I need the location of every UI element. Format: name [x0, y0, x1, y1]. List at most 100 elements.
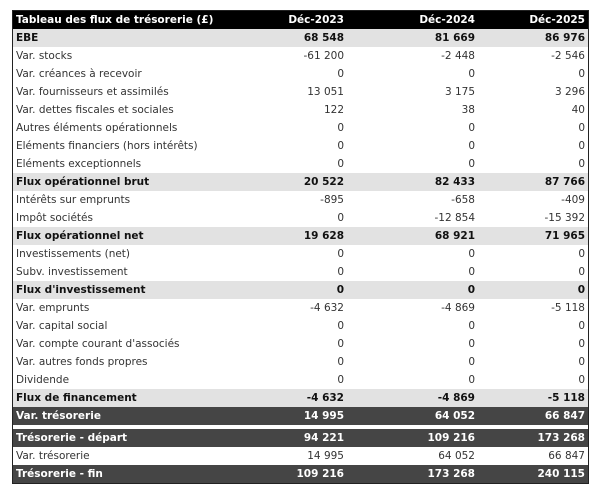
cell-value: 0 — [578, 68, 585, 80]
cell-value: -4 632 — [306, 392, 344, 404]
cell-value: 0 — [578, 338, 585, 350]
cell-value: 0 — [337, 266, 344, 278]
cell-value: 173 268 — [537, 432, 586, 444]
row-label: Var. emprunts — [16, 302, 90, 314]
row-label: Intérêts sur emprunts — [16, 194, 131, 206]
table-row: Var. dettes fiscales et sociales 122 38 40 — [13, 101, 588, 119]
row-label: Var. trésorerie — [16, 410, 101, 422]
cell-value: -12 854 — [434, 212, 475, 224]
cell-value: 94 221 — [303, 432, 344, 444]
cell-value: 0 — [578, 320, 585, 332]
row-label: Subv. investissement — [16, 266, 128, 278]
cell-value: -658 — [451, 194, 475, 206]
table-row: Var. stocks -61 200 -2 448 -2 546 — [13, 47, 588, 65]
cell-value: -4 632 — [310, 302, 344, 314]
cell-value: 0 — [468, 248, 475, 260]
column-header: Déc-2025 — [529, 14, 585, 26]
table-title: Tableau des flux de trésorerie (£) — [16, 14, 214, 26]
cell-value: 109 216 — [427, 432, 476, 444]
cell-value: -4 869 — [437, 392, 475, 404]
cell-value: 19 628 — [303, 230, 344, 242]
cell-value: 0 — [337, 68, 344, 80]
cell-value: 0 — [468, 374, 475, 386]
row-label: Flux de financement — [16, 392, 137, 404]
cell-value: 20 522 — [303, 176, 344, 188]
cell-value: 81 669 — [434, 32, 475, 44]
table-row: Flux d'investissement 0 0 0 — [13, 281, 588, 299]
cell-value: 86 976 — [544, 32, 585, 44]
cell-value: 0 — [578, 266, 585, 278]
row-label: Flux d'investissement — [16, 284, 146, 296]
cell-value: -2 546 — [551, 50, 585, 62]
cell-value: 0 — [337, 122, 344, 134]
table-row: EBE 68 548 81 669 86 976 — [13, 29, 588, 47]
cell-value: 0 — [337, 140, 344, 152]
cell-value: 0 — [337, 248, 344, 260]
cell-value: -2 448 — [441, 50, 475, 62]
table-row: Flux de financement -4 632 -4 869 -5 118 — [13, 389, 588, 407]
row-label: EBE — [16, 32, 39, 44]
row-label: Flux opérationnel net — [16, 230, 144, 242]
cell-value: 87 766 — [544, 176, 585, 188]
cell-value: 0 — [337, 158, 344, 170]
table-row: Var. emprunts -4 632 -4 869 -5 118 — [13, 299, 588, 317]
table-row: Var. capital social 0 0 0 — [13, 317, 588, 335]
table-row: Eléments financiers (hors intérêts) 0 0 0 — [13, 137, 588, 155]
row-label: Flux opérationnel brut — [16, 176, 150, 188]
row-label: Autres éléments opérationnels — [16, 122, 178, 134]
cash-flow-table: Tableau des flux de trésorerie (£) Déc-2… — [12, 10, 589, 484]
cell-value: 0 — [337, 356, 344, 368]
cell-value: 109 216 — [296, 468, 345, 480]
row-label: Var. autres fonds propres — [16, 356, 148, 368]
cell-value: -409 — [561, 194, 585, 206]
cell-value: 71 965 — [544, 230, 585, 242]
table-row: Flux opérationnel net 19 628 68 921 71 965 — [13, 227, 588, 245]
cell-value: 0 — [468, 140, 475, 152]
table-row: Var. compte courant d'associés 0 0 0 — [13, 335, 588, 353]
row-label: Eléments exceptionnels — [16, 158, 142, 170]
table-row: Var. trésorerie 14 995 64 052 66 847 — [13, 407, 588, 425]
cell-value: 64 052 — [438, 450, 475, 462]
table-row: Subv. investissement 0 0 0 — [13, 263, 588, 281]
cell-value: 3 175 — [444, 86, 475, 98]
cell-value: 0 — [467, 284, 475, 296]
row-label: Var. stocks — [16, 50, 73, 62]
cell-value: 0 — [578, 122, 585, 134]
cell-value: -61 200 — [303, 50, 344, 62]
cell-value: -5 118 — [547, 392, 585, 404]
row-label: Var. trésorerie — [16, 450, 90, 462]
cell-value: 0 — [578, 374, 585, 386]
table-row: Var. trésorerie 14 995 64 052 66 847 — [13, 447, 588, 465]
cell-value: 64 052 — [434, 410, 475, 422]
table-row: Autres éléments opérationnels 0 0 0 — [13, 119, 588, 137]
cell-value: 173 268 — [427, 468, 476, 480]
cell-value: 14 995 — [303, 410, 344, 422]
column-header: Déc-2024 — [419, 14, 475, 26]
divider — [13, 425, 588, 429]
cell-value: 0 — [337, 338, 344, 350]
table-header: Tableau des flux de trésorerie (£) Déc-2… — [13, 11, 588, 29]
cell-value: 0 — [337, 212, 344, 224]
cell-value: -895 — [320, 194, 344, 206]
cell-value: -15 392 — [544, 212, 585, 224]
cell-value: 0 — [337, 320, 344, 332]
cell-value: 0 — [468, 158, 475, 170]
table-row: Eléments exceptionnels 0 0 0 — [13, 155, 588, 173]
cell-value: 122 — [323, 104, 344, 116]
cell-value: 13 051 — [307, 86, 344, 98]
row-label: Investissements (net) — [16, 248, 131, 260]
table-row: Impôt sociétés 0 -12 854 -15 392 — [13, 209, 588, 227]
cell-value: 0 — [468, 122, 475, 134]
row-label: Var. fournisseurs et assimilés — [16, 86, 169, 98]
column-header: Déc-2023 — [288, 14, 344, 26]
cell-value: 66 847 — [544, 410, 585, 422]
table-row: Dividende 0 0 0 — [13, 371, 588, 389]
cell-value: 240 115 — [537, 468, 586, 480]
cell-value: 68 921 — [434, 230, 475, 242]
cell-value: 14 995 — [307, 450, 344, 462]
table-row: Trésorerie - fin 109 216 173 268 240 115 — [13, 465, 588, 483]
table-row: Var. créances à recevoir 0 0 0 — [13, 65, 588, 83]
cell-value: 38 — [461, 104, 475, 116]
table-row: Flux opérationnel brut 20 522 82 433 87 766 — [13, 173, 588, 191]
cell-value: 0 — [578, 356, 585, 368]
